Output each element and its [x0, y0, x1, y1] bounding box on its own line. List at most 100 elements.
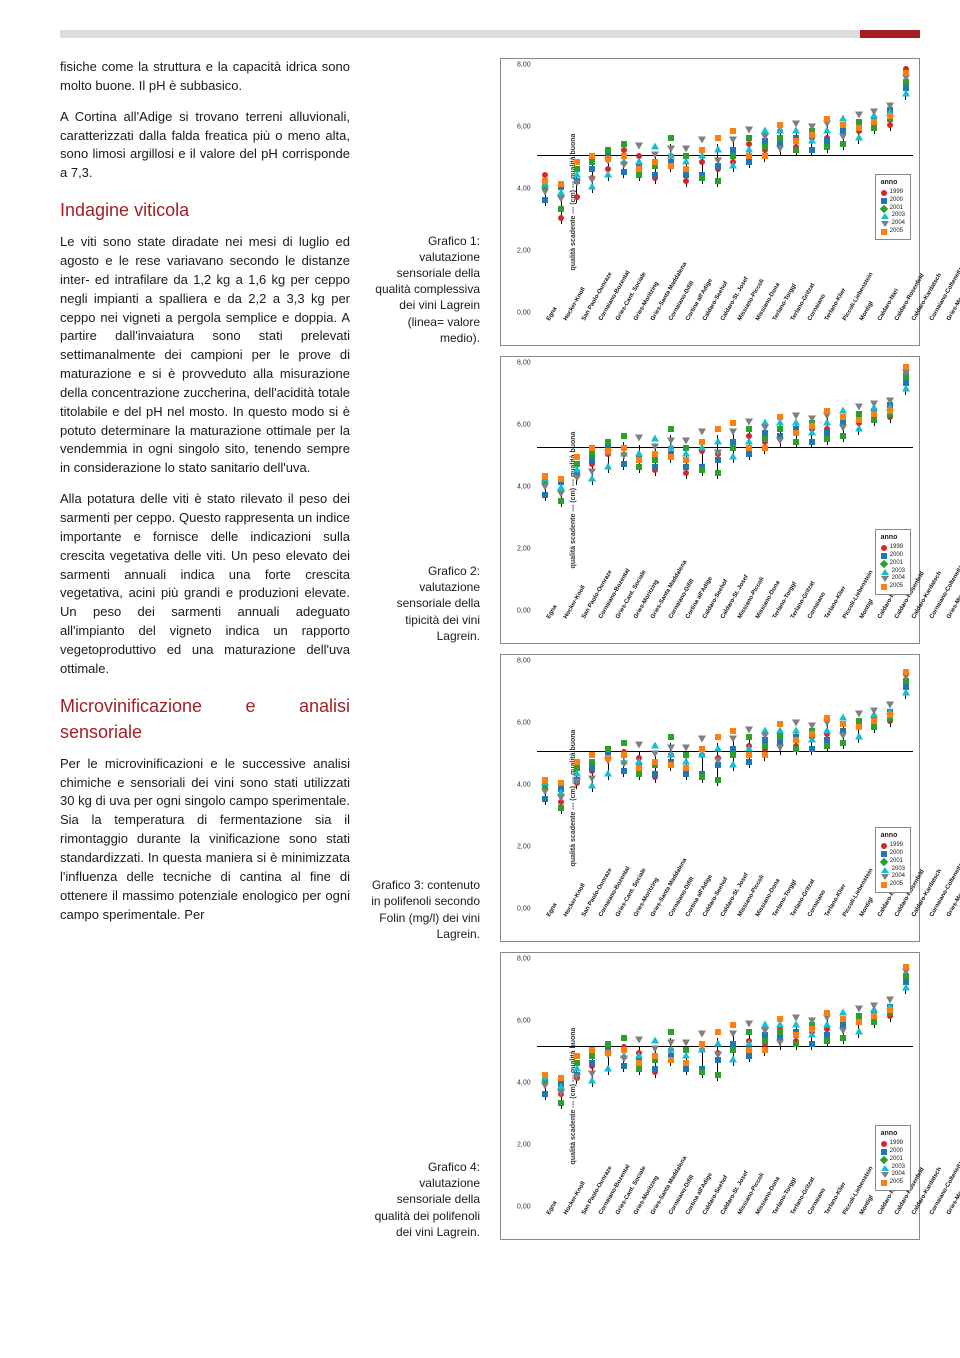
category: [545, 659, 546, 907]
marker-2004: [761, 732, 769, 739]
marker-2005: [683, 457, 689, 463]
marker-2000: [652, 464, 658, 470]
marker-2004: [792, 1015, 800, 1022]
marker-2005: [636, 1060, 642, 1066]
marker-2004: [761, 1027, 769, 1034]
marker-2003: [635, 1052, 643, 1059]
legend-row: 2001: [881, 205, 905, 213]
legend-row: 2000: [881, 552, 905, 560]
category: [686, 659, 687, 907]
legend-row: 1999: [881, 1140, 905, 1148]
category: [545, 361, 546, 609]
category: [843, 659, 844, 907]
marker-2005: [856, 724, 862, 730]
marker-2001: [715, 470, 721, 476]
marker-2003: [729, 760, 737, 767]
category: [796, 361, 797, 609]
marker-2001: [668, 1029, 674, 1035]
category: [717, 659, 718, 907]
marker-2005: [777, 122, 783, 128]
marker-2004: [682, 745, 690, 752]
marker-2000: [542, 197, 548, 203]
marker-2001: [824, 144, 830, 150]
marker-2003: [651, 742, 659, 749]
category: [780, 957, 781, 1205]
marker-2004: [620, 760, 628, 767]
marker-2003: [902, 984, 910, 991]
marker-2001: [636, 464, 642, 470]
marker-2005: [824, 715, 830, 721]
marker-2001: [793, 439, 799, 445]
marker-2005: [574, 454, 580, 460]
marker-2005: [903, 964, 909, 970]
marker-2001: [840, 1035, 846, 1041]
marker-2004: [667, 437, 675, 444]
marker-2005: [605, 448, 611, 454]
y-tick: 4,00: [517, 1080, 531, 1087]
marker-2005: [668, 762, 674, 768]
marker-2004: [667, 146, 675, 153]
legend-title: anno: [881, 831, 905, 840]
category: [796, 957, 797, 1205]
legend: anno199920002001200320042005: [875, 827, 911, 893]
marker-2003: [604, 170, 612, 177]
marker-2005: [652, 159, 658, 165]
marker-2000: [621, 169, 627, 175]
legend-label: 2003: [892, 866, 905, 874]
marker-2003: [573, 1064, 581, 1071]
marker-2004: [635, 1036, 643, 1043]
legend-label: 2003: [892, 212, 905, 220]
marker-2004: [588, 1071, 596, 1078]
legend: anno199920002001200320042005: [875, 1125, 911, 1191]
marker-1999: [683, 178, 689, 184]
category: [733, 63, 734, 311]
legend-title: anno: [881, 178, 905, 187]
marker-2005: [605, 156, 611, 162]
legend-swatch: [881, 851, 887, 857]
marker-2004: [714, 158, 722, 165]
category: [702, 659, 703, 907]
marker-2004: [870, 1002, 878, 1009]
caption-3: Grafico 3: contenuto in polifenoli secon…: [370, 877, 480, 942]
caption-block-4: Grafico 4: valutazione sensoriale della …: [370, 942, 480, 1240]
marker-2001: [762, 743, 768, 749]
marker-2004: [698, 1030, 706, 1037]
marker-1999: [699, 159, 705, 165]
legend-label: 2004: [892, 220, 905, 228]
marker-2001: [589, 1053, 595, 1059]
marker-2001: [746, 1029, 752, 1035]
caption-2: Grafico 2: valutazione sensoriale della …: [370, 563, 480, 644]
marker-2004: [745, 419, 753, 426]
marker-2004: [573, 180, 581, 187]
marker-2004: [588, 776, 596, 783]
marker-2000: [589, 457, 595, 463]
category: [811, 957, 812, 1205]
legend-swatch: [881, 1180, 887, 1186]
marker-1999: [887, 122, 893, 128]
category: [686, 361, 687, 609]
marker-2003: [588, 782, 596, 789]
marker-2004: [698, 136, 706, 143]
marker-2000: [824, 138, 830, 144]
marker-2004: [667, 1040, 675, 1047]
marker-2005: [809, 731, 815, 737]
legend-row: 2005: [881, 583, 905, 591]
y-tick: 6,00: [517, 422, 531, 429]
marker-2005: [558, 1075, 564, 1081]
marker-2001: [668, 426, 674, 432]
legend-row: 2003: [881, 866, 905, 874]
category: [733, 957, 734, 1205]
marker-2004: [620, 1055, 628, 1062]
marker-2003: [839, 714, 847, 721]
marker-2004: [573, 475, 581, 482]
marker-2001: [605, 439, 611, 445]
marker-2005: [762, 445, 768, 451]
plot-area: [537, 363, 913, 609]
legend-label: 2000: [890, 197, 903, 205]
marker-2001: [699, 1069, 705, 1075]
marker-2001: [777, 426, 783, 432]
caption-block-1: Grafico 1: valutazione sensoriale della …: [370, 58, 480, 346]
marker-2005: [683, 765, 689, 771]
marker-2003: [667, 1046, 675, 1053]
marker-2000: [542, 796, 548, 802]
